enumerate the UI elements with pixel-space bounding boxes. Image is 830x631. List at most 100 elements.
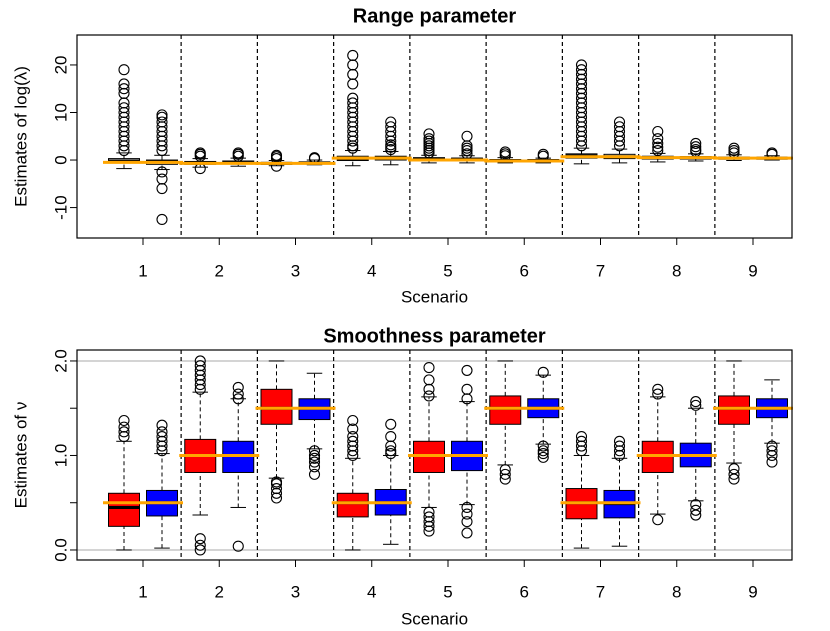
outlier (156, 173, 168, 185)
y-axis-label: Estimates of log(λ) (11, 66, 30, 207)
outlier (537, 451, 549, 463)
outlier (385, 418, 397, 430)
outlier (232, 388, 244, 400)
outlier (385, 445, 397, 457)
outlier (652, 141, 664, 153)
outlier (690, 144, 702, 156)
outlier (423, 383, 435, 395)
outlier (118, 83, 130, 95)
y-tick-label: 0.0 (51, 538, 70, 562)
x-axis-label: Scenario (401, 609, 468, 628)
outlier (461, 142, 473, 154)
outlier (461, 508, 473, 520)
outlier (347, 414, 359, 427)
outlier (537, 148, 549, 160)
x-tick-label: 4 (367, 261, 376, 280)
outlier (308, 449, 321, 462)
plot-frame (76, 34, 793, 239)
outlier (461, 130, 473, 142)
outlier (156, 426, 168, 438)
outlier (156, 109, 168, 121)
outlier (194, 533, 206, 545)
outlier (537, 448, 549, 460)
x-tick-label: 1 (138, 261, 147, 280)
outlier (232, 393, 244, 405)
outlier (118, 102, 130, 114)
outlier (652, 144, 664, 157)
outlier (156, 213, 168, 226)
chart-title: Smoothness parameter (323, 325, 546, 347)
outlier (194, 544, 206, 556)
outlier (270, 483, 283, 495)
outlier (308, 452, 321, 464)
outlier (423, 511, 435, 523)
outlier (308, 456, 321, 468)
outlier (232, 147, 244, 159)
x-tick-label: 5 (443, 582, 452, 601)
outlier (461, 516, 473, 528)
outlier (423, 362, 435, 374)
outlier (613, 435, 626, 447)
outlier (537, 440, 549, 452)
outlier (118, 64, 130, 76)
x-tick-label: 6 (520, 261, 529, 280)
outlier (766, 456, 778, 468)
outlier (652, 133, 664, 145)
outlier (423, 128, 435, 140)
outlier (270, 149, 283, 161)
outlier (613, 121, 626, 133)
outlier (385, 141, 397, 153)
x-tick-label: 7 (596, 582, 605, 601)
outlier (423, 374, 435, 386)
outlier (728, 468, 740, 480)
outlier (347, 92, 359, 104)
outlier (347, 97, 359, 109)
outlier (385, 448, 397, 460)
outlier (461, 383, 473, 395)
y-tick-label: 1.0 (51, 444, 70, 468)
box (489, 395, 522, 425)
y-tick-label: 0 (51, 155, 70, 164)
outlier (156, 183, 168, 195)
outlier (156, 166, 168, 178)
y-tick-label: 20 (51, 55, 70, 74)
outlier (690, 399, 702, 411)
outlier (118, 421, 130, 433)
outlier (728, 144, 740, 157)
outlier (347, 59, 359, 71)
outlier (308, 461, 321, 473)
outlier (156, 431, 168, 443)
outlier (423, 506, 435, 518)
outlier (385, 116, 397, 128)
outlier (690, 141, 702, 153)
outlier (347, 431, 359, 443)
outlier (423, 390, 435, 402)
outlier (461, 393, 473, 405)
outlier (385, 139, 397, 151)
outlier (613, 116, 626, 128)
outlier (194, 360, 206, 372)
outlier (537, 445, 549, 457)
x-tick-label: 1 (138, 582, 147, 601)
box (108, 492, 140, 527)
outlier (690, 137, 702, 149)
outlier (613, 440, 626, 452)
outlier (575, 435, 588, 447)
outlier (347, 49, 359, 61)
outlier (652, 514, 664, 526)
outlier (347, 435, 359, 447)
outlier (728, 142, 740, 154)
outlier (385, 431, 397, 443)
outlier (194, 539, 206, 551)
outlier (232, 381, 244, 393)
y-tick-label: 10 (51, 103, 70, 122)
y-tick-label: -10 (51, 195, 70, 220)
x-tick-label: 2 (215, 261, 224, 280)
outlier (308, 468, 321, 480)
outlier (385, 121, 397, 133)
box (718, 395, 750, 425)
plot-frame (76, 349, 793, 561)
x-tick-label: 2 (215, 582, 224, 601)
x-tick-label: 7 (596, 261, 605, 280)
